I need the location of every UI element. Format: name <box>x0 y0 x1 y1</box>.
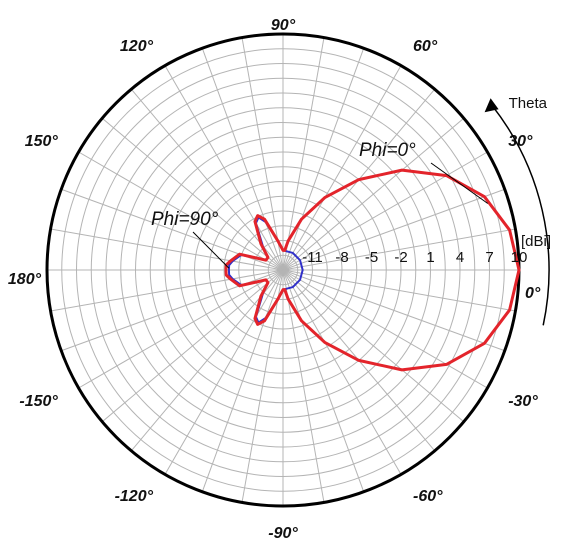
grid-spoke <box>282 228 516 271</box>
angle-label: -30° <box>508 393 538 410</box>
grid-spoke <box>50 269 284 312</box>
grid-spoke <box>282 48 365 271</box>
grid-spoke <box>282 188 505 271</box>
radial-tick-label: 7 <box>485 249 493 266</box>
radial-tick-label: 1 <box>426 249 434 266</box>
grid-spoke <box>241 37 284 271</box>
grid-spoke <box>78 269 284 389</box>
grid-spoke <box>282 65 402 271</box>
grid-spoke <box>282 269 402 475</box>
grid-spoke <box>101 269 284 423</box>
angle-label: -150° <box>19 393 58 410</box>
theta-label: Theta <box>509 95 548 112</box>
radial-unit-label: [dBi] <box>521 233 551 250</box>
pattern-curves <box>224 168 521 372</box>
phi-0-leader-line <box>430 162 489 204</box>
grid-spoke <box>164 65 284 271</box>
angle-label: -90° <box>268 525 298 542</box>
grid-spoke <box>282 269 516 312</box>
angle-label: -120° <box>115 488 154 505</box>
chart-annotations: Theta Phi=0° Phi=90° <box>151 95 550 326</box>
angle-label: 180° <box>8 271 42 288</box>
radial-tick-label: -5 <box>365 249 378 266</box>
angle-label: 150° <box>25 133 59 150</box>
angle-label: -60° <box>413 488 443 505</box>
grid-spoke <box>130 88 284 271</box>
theta-arrow-head <box>484 98 499 113</box>
phi-0-annotation: Phi=0° <box>359 140 416 161</box>
angle-label: 90° <box>271 17 296 34</box>
radial-tick-label: -8 <box>335 249 348 266</box>
grid-spoke <box>78 151 284 271</box>
grid-spoke <box>282 269 488 389</box>
radial-tick-label: -11 <box>302 249 323 266</box>
radial-tick-label: 4 <box>456 249 464 266</box>
phi-90-leader-line <box>192 231 230 269</box>
grid-spoke <box>201 269 284 492</box>
grid-spoke <box>50 228 284 271</box>
grid-spoke <box>282 37 325 271</box>
radial-tick-label: -2 <box>394 249 407 266</box>
series-phi-0-line <box>224 168 521 372</box>
grid-spoke <box>130 269 284 452</box>
grid-spoke <box>282 269 465 423</box>
grid-spoke <box>241 269 284 503</box>
theta-direction-arc <box>492 105 550 326</box>
grid-spoke <box>282 269 505 352</box>
grid-spoke <box>282 117 465 271</box>
angle-label: 60° <box>413 38 438 55</box>
angle-label: 0° <box>525 285 541 302</box>
radial-tick-label: 10 <box>511 249 528 266</box>
grid-spoke <box>201 48 284 271</box>
chart-labels: 0°30°60°90°120°150°180°-150°-120°-90°-60… <box>8 17 551 542</box>
angle-label: 120° <box>120 38 154 55</box>
grid-spoke <box>282 269 365 492</box>
grid-spoke <box>282 269 325 503</box>
polar-grid <box>45 32 521 508</box>
grid-spoke <box>282 151 488 271</box>
grid-spoke <box>101 117 284 271</box>
grid-spoke <box>164 269 284 475</box>
phi-90-annotation: Phi=90° <box>151 209 219 230</box>
